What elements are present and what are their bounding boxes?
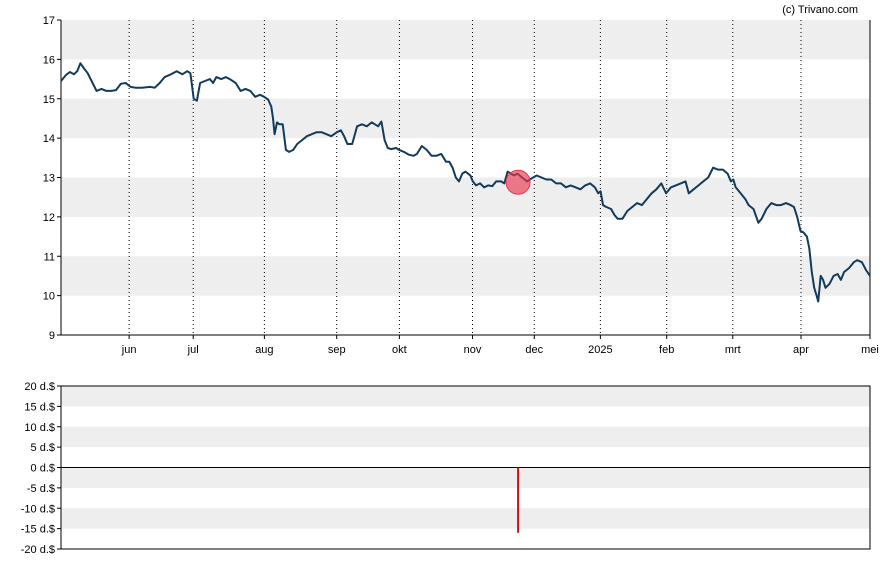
price-y-tick-label: 10 <box>43 291 55 303</box>
dividend-band <box>61 426 870 448</box>
price-x-tick-label: mei <box>861 344 879 356</box>
price-band <box>61 20 870 60</box>
price-band <box>61 98 870 139</box>
price-y-tick-label: 15 <box>43 94 55 106</box>
price-band <box>61 256 870 296</box>
dividend-y-tick-label: -20 d.$ <box>21 544 55 556</box>
price-y-tick-label: 11 <box>44 251 55 263</box>
price-x-tick-label: sep <box>328 344 346 356</box>
dividend-band <box>61 508 870 529</box>
dividend-y-tick-label: 10 d.$ <box>24 422 55 434</box>
dividend-y-tick-label: -10 d.$ <box>21 503 55 515</box>
price-x-tick-label: aug <box>255 344 273 356</box>
price-x-tick-label: nov <box>464 344 482 356</box>
dividend-y-tick-label: 5 d.$ <box>31 442 55 454</box>
price-x-tick-label: apr <box>793 344 809 356</box>
price-x-tick-label: mrt <box>725 344 741 356</box>
price-y-tick-label: 12 <box>43 212 55 224</box>
price-y-tick-label: 16 <box>43 54 55 66</box>
price-x-tick-label: dec <box>525 344 543 356</box>
dividend-y-tick-label: -5 d.$ <box>27 483 55 495</box>
price-y-tick-label: 14 <box>43 133 55 145</box>
dividend-y-tick-label: -15 d.$ <box>21 524 55 536</box>
credit-text: (c) Trivano.com <box>782 4 858 16</box>
price-x-tick-label: okt <box>392 344 407 356</box>
dividend-panel: 20 d.$ 15 d.$ 10 d.$ 5 d.$ 0 d.$ -5 d.$ -10 d.… <box>21 381 871 556</box>
price-x-tick-label: feb <box>659 344 674 356</box>
price-x-tick-label: jun <box>121 344 137 356</box>
price-x-tick-label: 2025 <box>588 344 612 356</box>
dividend-y-tick-label: 20 d.$ <box>24 381 55 393</box>
dividend-y-tick-label: 15 d.$ <box>24 401 55 413</box>
price-series-line <box>60 62 871 303</box>
price-y-tick-label: 13 <box>43 173 55 185</box>
dividend-y-tick-label: 0 d.$ <box>31 463 55 475</box>
price-y-tick-label: 17 <box>43 15 55 27</box>
dividend-band <box>61 467 870 488</box>
price-event-marker <box>505 169 531 195</box>
price-x-tick-label: jul <box>187 344 199 356</box>
dividend-band <box>61 386 870 407</box>
price-band <box>61 177 870 217</box>
price-panel: 9 10 11 12 13 14 15 16 17 jun jul aug sep okt nov dec 20… <box>43 15 879 356</box>
price-y-tick-label: 9 <box>49 330 55 342</box>
